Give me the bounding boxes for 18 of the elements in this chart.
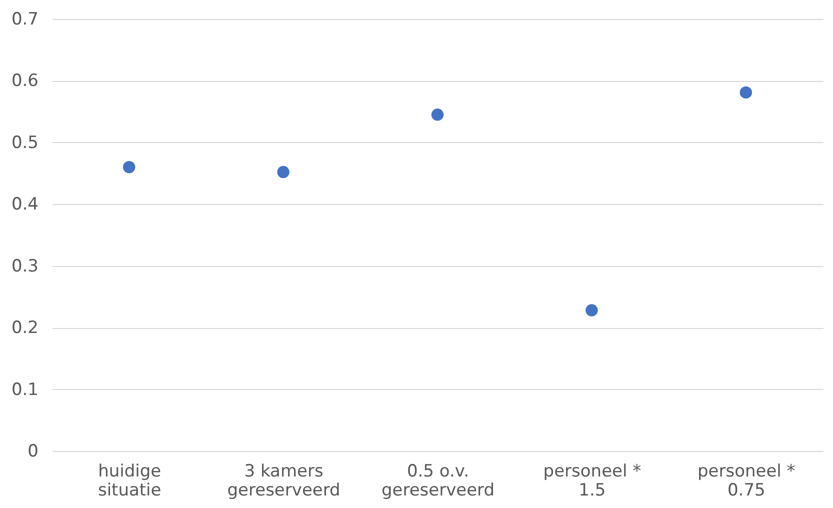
x-tick-label: personeel * 1.5 [543, 462, 642, 500]
x-tick-label: huidige situatie [98, 462, 162, 500]
y-tick-label: 0 [28, 442, 38, 462]
y-tick-label: 0.5 [11, 132, 38, 153]
y-tick-label: 0.4 [11, 194, 38, 215]
y-tick-label: 0.6 [11, 71, 38, 92]
point [277, 166, 290, 178]
y-tick-label: 0.2 [11, 318, 38, 338]
point [586, 304, 598, 316]
point [122, 161, 136, 174]
point [740, 86, 752, 99]
y-tick-label: 0.1 [11, 380, 38, 400]
y-tick-label: 0.7 [11, 10, 38, 30]
y-tick-label: 0.3 [11, 256, 38, 276]
x-tick-label: 3 kamers gereserveerd [227, 462, 340, 500]
point [431, 108, 444, 121]
x-tick-label: 0.5 o.v. gereserveerd [381, 462, 495, 500]
x-tick-label: personeel * 0.75 [697, 462, 796, 500]
